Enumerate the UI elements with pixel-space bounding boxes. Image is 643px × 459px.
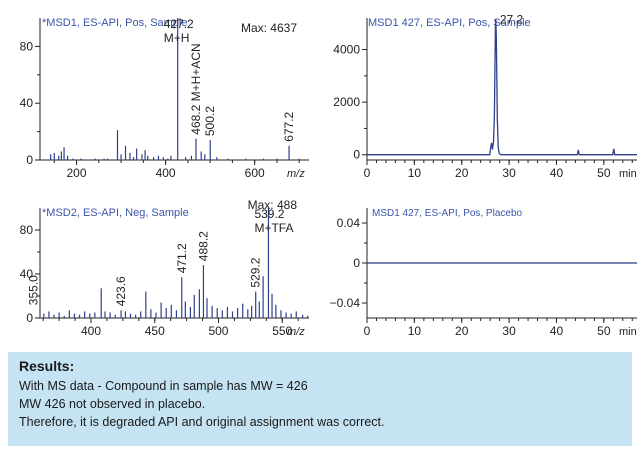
- chart-panel-2: MSD1 427, ES-API, Pos, Sample 0 2000 4000 0 1…: [333, 12, 637, 180]
- peak-label: 27.2: [500, 12, 524, 26]
- y-tick-label: 0: [353, 148, 360, 162]
- results-line-2: MW 426 not observed in placebo.: [19, 397, 206, 411]
- y-tick-label: 2000: [333, 95, 360, 109]
- x-tick-label: 10: [408, 324, 422, 338]
- x-axis-label: m/z: [287, 326, 305, 338]
- peak-label: 468.2 M+H+ACN: [189, 43, 203, 134]
- y-tick-label: 40: [20, 267, 34, 281]
- peak-label: 500.2: [203, 106, 217, 136]
- y-tick-label: 4000: [333, 43, 360, 57]
- x-axis-label: min: [619, 326, 637, 338]
- chart-title: MSD1 427, ES-API, Pos, Placebo: [372, 208, 523, 219]
- results-line-1: With MS data - Compound in sample has MW…: [19, 379, 308, 393]
- peak-label: 423.6: [114, 276, 128, 306]
- y-tick-label: 0: [26, 311, 33, 325]
- x-tick-label: 20: [455, 166, 469, 180]
- chart-title: MSD1 427, ES-API, Pos, Sample: [368, 17, 531, 29]
- results-box: Results: With MS data - Compound in samp…: [8, 352, 632, 446]
- peak-label-sub: M+H: [164, 31, 190, 45]
- y-tick-label: 0: [26, 153, 33, 167]
- y-tick-label: 0: [353, 256, 360, 270]
- x-tick-label: 550: [272, 324, 292, 338]
- peak-label-sub: M+TFA: [254, 221, 293, 235]
- x-tick-label: 40: [550, 166, 564, 180]
- x-tick-label: 40: [550, 324, 564, 338]
- x-tick-label: 200: [67, 166, 87, 180]
- x-tick-label: 50: [597, 324, 611, 338]
- peak-label: 427.2: [164, 17, 194, 31]
- peak-label: 471.2: [175, 243, 189, 273]
- chart-panel-4: MSD1 427, ES-API, Pos, Placebo−0.0400.04…: [330, 208, 637, 338]
- chart-title: *MSD1, ES-API, Pos, Sample: [42, 17, 188, 29]
- peak-label: 529.2: [249, 257, 263, 287]
- chart-panel-3: *MSD2, ES-API, Neg, Sample 0 40 80 400 450 500…: [20, 198, 309, 338]
- x-tick-label: 10: [408, 166, 422, 180]
- x-tick-label: 450: [145, 324, 165, 338]
- chart-title: *MSD2, ES-API, Neg, Sample: [42, 207, 189, 219]
- x-tick-label: 0: [364, 166, 371, 180]
- chart-panel-1: *MSD1, ES-API, Pos, Sample 0 40 80 200 400 600…: [20, 17, 309, 180]
- x-tick-label: 600: [245, 166, 265, 180]
- results-line-3: Therefore, it is degraded API and origin…: [19, 415, 385, 429]
- x-tick-label: 500: [208, 324, 228, 338]
- max-annotation: Max: 4637: [241, 21, 297, 35]
- x-axis-label: min: [619, 168, 637, 180]
- x-tick-label: 30: [502, 324, 516, 338]
- x-tick-label: 400: [156, 166, 176, 180]
- y-tick-label: −0.04: [330, 296, 361, 310]
- x-tick-label: 20: [455, 324, 469, 338]
- peak-label: 539.2: [254, 207, 284, 221]
- x-tick-label: 30: [502, 166, 516, 180]
- results-heading: Results:: [19, 358, 75, 374]
- x-tick-label: 0: [364, 324, 371, 338]
- x-tick-label: 400: [81, 324, 101, 338]
- peak-label: 488.2: [196, 231, 210, 261]
- peak-label: 355.0: [27, 275, 41, 305]
- y-tick-label: 40: [20, 96, 34, 110]
- y-tick-label: 80: [20, 223, 34, 237]
- y-tick-label: 80: [20, 39, 34, 53]
- peak-label: 677.2: [282, 111, 296, 141]
- max-annotation: Max: 488: [248, 198, 298, 212]
- x-tick-label: 50: [597, 166, 611, 180]
- y-tick-label: 0.04: [337, 216, 361, 230]
- x-axis-label: m/z: [287, 168, 305, 180]
- chromatogram-trace: [367, 19, 637, 156]
